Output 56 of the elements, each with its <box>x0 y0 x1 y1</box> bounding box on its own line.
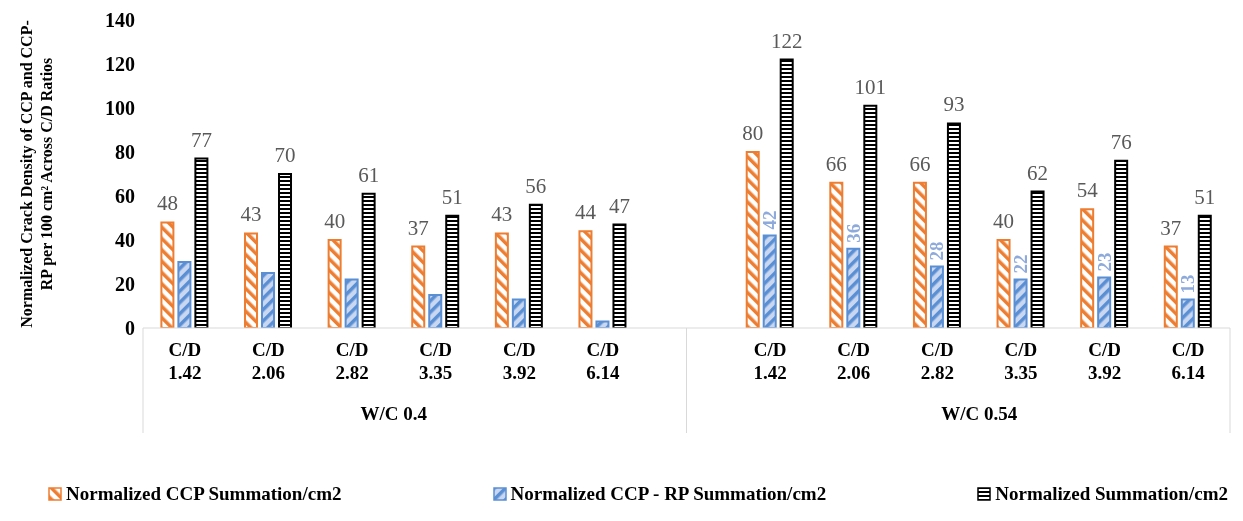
x-tick-label: C/D 2.82 <box>920 339 954 383</box>
y-tick-label: 140 <box>105 9 135 32</box>
x-tick-label: C/D 2.06 <box>251 339 286 383</box>
data-label: 56 <box>525 173 547 198</box>
x-tick-label: C/D 1.42 <box>168 339 202 383</box>
data-label: 40 <box>324 209 346 233</box>
x-tick-label: C/D 3.35 <box>1004 339 1038 383</box>
x-tick-label: C/D 3.35 <box>419 339 453 383</box>
data-label: 43 <box>491 202 513 227</box>
data-label: 43 <box>240 202 262 227</box>
y-axis-title: Normalized Crack Density of CCP and CCP-RP per 100 cm² Across C/D Ratios <box>18 20 56 328</box>
x-tick-label: C/D 3.92 <box>502 339 536 383</box>
y-tick-label: 0 <box>125 317 135 340</box>
data-label: 22 <box>1010 254 1032 274</box>
data-label: 40 <box>993 209 1015 233</box>
data-label: 47 <box>608 193 630 218</box>
x-tick-label: C/D 3.92 <box>1087 339 1122 383</box>
data-label: 61 <box>358 162 380 187</box>
data-label: 77 <box>190 127 212 152</box>
data-label: 66 <box>825 151 847 176</box>
legend-label: Normalized CCP Summation/cm2 <box>66 483 342 505</box>
data-label: 70 <box>274 143 296 167</box>
data-label: 122 <box>770 28 803 53</box>
data-label: 42 <box>759 210 781 230</box>
legend-label: Normalized Summation/cm2 <box>995 483 1228 505</box>
x-tick-label: C/D 6.14 <box>1171 339 1206 383</box>
x-tick-label: C/D 1.42 <box>753 339 787 383</box>
y-tick-label: 60 <box>115 185 135 208</box>
y-tick-label: 20 <box>115 273 135 296</box>
x-tick-label: C/D 2.06 <box>837 339 871 383</box>
data-label: 51 <box>441 184 463 209</box>
text: W/C 0.4 <box>360 403 428 424</box>
data-label: 37 <box>1160 215 1182 240</box>
data-label: 28 <box>926 241 948 261</box>
data-label: 44 <box>574 200 597 225</box>
text: W/C 0.54 <box>941 403 1018 424</box>
data-label: 37 <box>407 215 429 240</box>
x-tick-label: C/D 2.82 <box>335 339 369 383</box>
legend-label: Normalized CCP - RP Summation/cm2 <box>510 483 827 505</box>
data-label: 51 <box>1194 184 1216 209</box>
y-tick-label: 80 <box>115 141 135 164</box>
x-tick-label: C/D 6.14 <box>586 339 621 383</box>
data-label: 80 <box>742 121 764 145</box>
data-label: 13 <box>1177 274 1199 294</box>
data-label: 66 <box>909 151 931 176</box>
y-tick-label: 120 <box>105 53 135 76</box>
y-tick-label: 100 <box>105 97 135 120</box>
data-label: 54 <box>1076 178 1099 203</box>
data-label: 48 <box>156 191 178 216</box>
data-label: 101 <box>854 74 887 99</box>
data-label: 62 <box>1027 160 1049 185</box>
data-label: 93 <box>943 92 965 117</box>
data-label: 36 <box>842 223 864 243</box>
y-tick-label: 40 <box>115 229 135 252</box>
data-label: 23 <box>1093 252 1115 272</box>
data-label: 76 <box>1110 129 1132 154</box>
